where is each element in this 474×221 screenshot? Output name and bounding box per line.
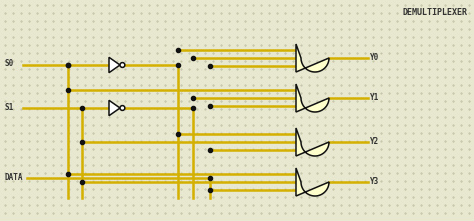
Text: DATA: DATA (5, 173, 24, 181)
Text: Y1: Y1 (370, 93, 379, 101)
Circle shape (120, 106, 125, 110)
Polygon shape (296, 44, 329, 72)
Text: Y3: Y3 (370, 177, 379, 185)
Polygon shape (109, 57, 120, 73)
Text: S0: S0 (5, 59, 14, 69)
Polygon shape (296, 168, 329, 196)
Text: DEMULTIPLEXER: DEMULTIPLEXER (403, 8, 468, 17)
Polygon shape (109, 100, 120, 116)
Polygon shape (296, 84, 329, 112)
Text: Y2: Y2 (370, 137, 379, 145)
Text: S1: S1 (5, 103, 14, 112)
Circle shape (120, 63, 125, 67)
Polygon shape (296, 128, 329, 156)
Text: Y0: Y0 (370, 53, 379, 61)
